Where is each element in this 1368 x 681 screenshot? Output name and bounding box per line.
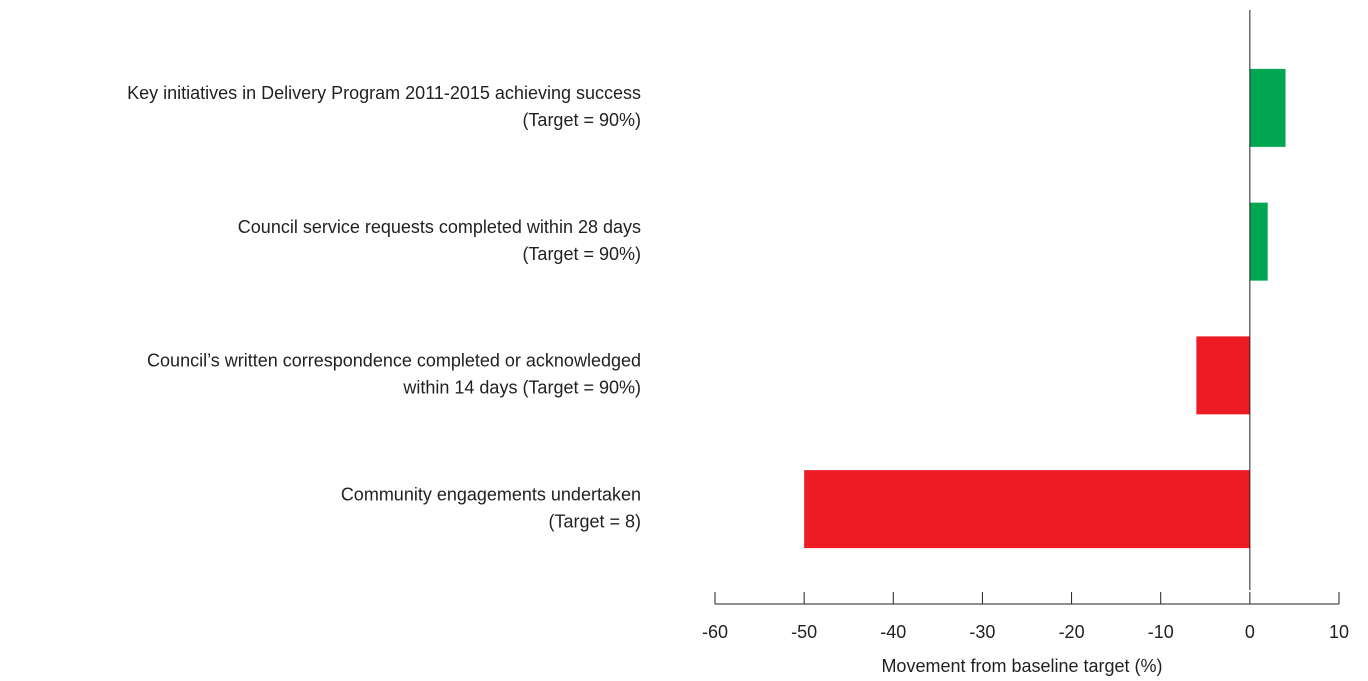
x-tick-label: -30 xyxy=(969,622,995,642)
category-label: Council service requests completed withi… xyxy=(238,217,641,237)
category-label: Key initiatives in Delivery Program 2011… xyxy=(127,83,641,103)
x-tick-label: -60 xyxy=(702,622,728,642)
bar xyxy=(1249,68,1286,147)
category-label: within 14 days (Target = 90%) xyxy=(402,378,641,398)
x-tick-label: -40 xyxy=(880,622,906,642)
category-label: Council’s written correspondence complet… xyxy=(147,351,641,371)
category-label: (Target = 90%) xyxy=(522,244,641,264)
bar xyxy=(804,470,1250,549)
x-axis-label: Movement from baseline target (%) xyxy=(881,656,1162,676)
category-label: Community engagements undertaken xyxy=(341,484,641,504)
x-tick-label: 10 xyxy=(1329,622,1349,642)
bar xyxy=(1249,202,1268,281)
category-label: (Target = 90%) xyxy=(522,110,641,130)
x-tick-label: -20 xyxy=(1059,622,1085,642)
x-tick-label: -50 xyxy=(791,622,817,642)
x-tick-label: -10 xyxy=(1148,622,1174,642)
bar xyxy=(1196,336,1250,415)
category-label: (Target = 8) xyxy=(548,511,641,531)
x-tick-label: 0 xyxy=(1245,622,1255,642)
